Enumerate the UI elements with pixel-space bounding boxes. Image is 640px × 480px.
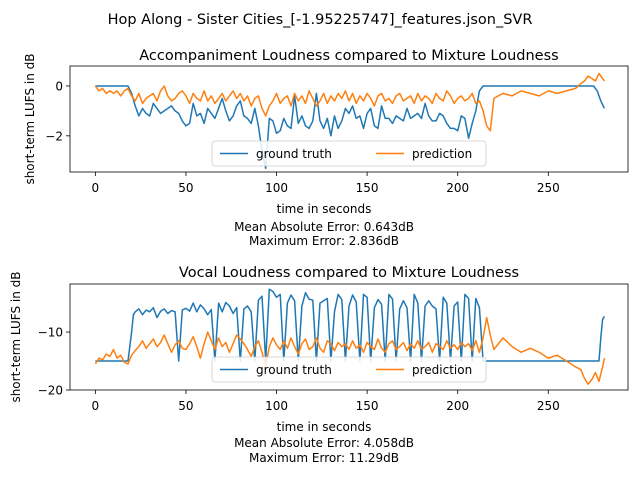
- subplot-title: Vocal Loudness compared to Mixture Loudn…: [179, 265, 519, 281]
- y-tick-label: 0: [55, 79, 63, 93]
- maximum-error: Maximum Error: 11.29dB: [249, 451, 399, 465]
- x-tick-label: 100: [265, 181, 288, 195]
- maximum-error: Maximum Error: 2.836dB: [249, 234, 399, 248]
- figure-suptitle: Hop Along - Sister Cities_[-1.95225747]_…: [108, 12, 533, 28]
- mean-absolute-error: Mean Absolute Error: 0.643dB: [234, 220, 414, 234]
- x-tick-label: 150: [356, 181, 379, 195]
- x-tick-label: 0: [92, 399, 100, 413]
- x-tick-label: 50: [178, 399, 193, 413]
- series-line-prediction: [94, 316, 606, 385]
- x-axis-label: time in seconds: [277, 420, 372, 434]
- y-tick-label: −2: [45, 129, 63, 143]
- legend-label: ground truth: [256, 147, 332, 161]
- y-axis-label: short-term LUFS in dB: [9, 271, 23, 402]
- y-tick-label: −20: [38, 384, 63, 398]
- x-tick-label: 200: [446, 399, 469, 413]
- subplot-title: Accompaniment Loudness compared to Mixtu…: [139, 48, 558, 64]
- series-line-ground-truth: [95, 85, 606, 170]
- x-tick-label: 0: [92, 181, 100, 195]
- x-tick-label: 250: [537, 399, 560, 413]
- x-tick-label: 250: [537, 181, 560, 195]
- series-line-prediction: [94, 72, 606, 132]
- axes-frame: [69, 283, 629, 391]
- legend-box: [211, 140, 487, 167]
- legend-label: ground truth: [256, 363, 332, 377]
- y-axis-label: short-term LUFS in dB: [23, 53, 37, 184]
- mean-absolute-error: Mean Absolute Error: 4.058dB: [234, 436, 414, 450]
- subplot-2: Vocal Loudness compared to Mixture Loudn…: [9, 265, 629, 465]
- legend: ground truth prediction: [211, 140, 487, 167]
- x-tick-label: 150: [356, 399, 379, 413]
- legend: ground truth prediction: [211, 356, 487, 383]
- legend-box: [211, 356, 487, 383]
- legend-label: prediction: [412, 363, 472, 377]
- legend-label: prediction: [412, 147, 472, 161]
- x-tick-label: 50: [178, 181, 193, 195]
- y-tick-label: −10: [38, 326, 63, 340]
- x-tick-label: 100: [265, 399, 288, 413]
- axes-frame: [69, 65, 629, 173]
- x-tick-label: 200: [446, 181, 469, 195]
- subplot-1: Accompaniment Loudness compared to Mixtu…: [23, 48, 629, 248]
- x-axis-label: time in seconds: [277, 202, 372, 216]
